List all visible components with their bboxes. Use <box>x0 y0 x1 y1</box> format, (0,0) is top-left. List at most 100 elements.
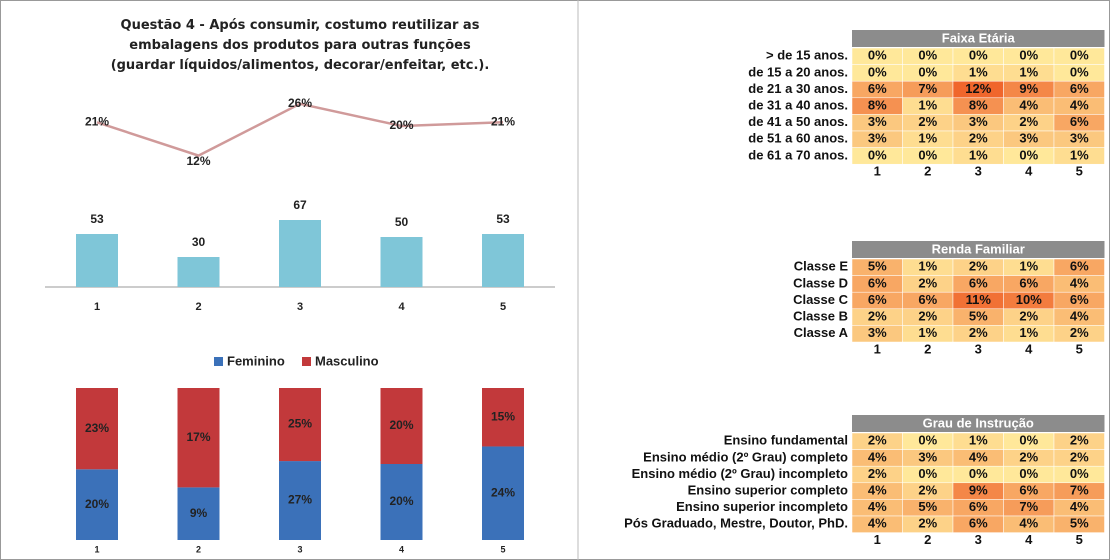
cell-label: 6% <box>1070 81 1089 96</box>
column-label: 4 <box>1025 532 1033 547</box>
cell-label: 11% <box>966 292 992 307</box>
cell-label: 9% <box>1019 81 1038 96</box>
cell-label: 7% <box>1070 483 1089 498</box>
column-label: 4 <box>1025 341 1033 356</box>
cell-label: 4% <box>1070 309 1089 324</box>
cell-label: 5% <box>918 499 937 514</box>
row-label: Classe E <box>794 259 849 274</box>
cell-label: 3% <box>969 114 988 129</box>
data-label: 30 <box>192 235 206 249</box>
chart-title: Questão 4 - Após consumir, costumo reuti… <box>110 18 490 73</box>
table-header <box>852 30 1105 47</box>
table-header <box>852 241 1105 258</box>
bar <box>482 234 524 287</box>
heat-cell <box>1053 325 1105 343</box>
cell-label: 2% <box>918 275 937 290</box>
column-label: 2 <box>924 164 931 179</box>
cell-label: 4% <box>868 449 887 464</box>
cell-label: 2% <box>969 325 988 340</box>
x-tick-label: 5 <box>500 301 506 313</box>
data-label: 53 <box>90 212 104 226</box>
row-label: Ensino médio (2º Grau) completo <box>643 449 848 464</box>
cell-label: 2% <box>1070 449 1089 464</box>
x-tick-label: 4 <box>398 301 405 313</box>
cell-label: 2% <box>918 516 937 531</box>
cell-label: 12% <box>965 81 991 96</box>
cell-label: 6% <box>868 292 887 307</box>
cell-label: 8% <box>868 98 887 113</box>
cell-label: 1% <box>1019 64 1038 79</box>
x-tick-label: 2 <box>196 544 201 554</box>
data-label: 12% <box>186 154 210 168</box>
cell-label: 3% <box>868 114 887 129</box>
row-label: Ensino fundamental <box>724 433 848 448</box>
bar-segment <box>177 487 220 540</box>
line <box>96 102 504 157</box>
data-label: 23% <box>85 421 109 435</box>
cell-label: 5% <box>868 259 887 274</box>
cell-label: 2% <box>1070 433 1089 448</box>
bar-segment <box>482 446 524 540</box>
row-label: Ensino superior incompleto <box>676 499 848 514</box>
data-label: 25% <box>288 417 312 431</box>
cell-label: 6% <box>868 275 887 290</box>
bar-segment <box>380 464 423 540</box>
cell-label: 6% <box>1019 275 1038 290</box>
cell-label: 5% <box>1070 516 1089 531</box>
cell-label: 2% <box>969 259 988 274</box>
x-tick-label: 3 <box>297 544 302 554</box>
cell-label: 2% <box>1070 325 1089 340</box>
bar-segment <box>76 388 118 470</box>
cell-label: 2% <box>918 483 937 498</box>
cell-label: 1% <box>918 98 937 113</box>
cell-label: 4% <box>868 516 887 531</box>
x-tick-label: 4 <box>399 544 404 554</box>
cell-label: 0% <box>918 64 937 79</box>
cell-label: 0% <box>1019 433 1038 448</box>
x-tick-label: 5 <box>500 544 505 554</box>
cell-label: 4% <box>1070 275 1089 290</box>
cell-label: 4% <box>1070 499 1089 514</box>
cell-label: 10% <box>1016 292 1042 307</box>
bar <box>380 237 423 287</box>
column-label: 3 <box>975 164 982 179</box>
column-label: 5 <box>1076 341 1083 356</box>
cell-label: 3% <box>1019 131 1038 146</box>
data-label: 53 <box>496 212 510 226</box>
data-label: 21% <box>491 114 515 128</box>
cell-label: 0% <box>1019 147 1038 162</box>
bar <box>76 234 118 287</box>
row-label: > de 15 anos. <box>766 48 848 63</box>
cell-label: 3% <box>918 449 937 464</box>
heat-cell <box>1053 515 1105 533</box>
data-label: 67 <box>293 198 307 212</box>
cell-label: 0% <box>969 48 988 63</box>
cell-label: 1% <box>1019 325 1038 340</box>
data-label: 27% <box>288 493 312 507</box>
table-title: Faixa Etária <box>942 30 1016 45</box>
cell-label: 6% <box>868 81 887 96</box>
data-label: 20% <box>389 118 413 132</box>
cell-label: 2% <box>868 309 887 324</box>
row-label: de 61 a 70 anos. <box>748 147 848 162</box>
table-header <box>852 415 1105 432</box>
data-label: 21% <box>85 114 109 128</box>
cell-label: 0% <box>1019 48 1038 63</box>
bar-segment <box>76 469 118 540</box>
cell-label: 1% <box>918 131 937 146</box>
cell-label: 1% <box>969 147 988 162</box>
cell-label: 3% <box>868 325 887 340</box>
cell-label: 4% <box>969 449 988 464</box>
bar-segment <box>482 388 524 447</box>
bar-segment <box>177 388 220 488</box>
cell-label: 2% <box>918 114 937 129</box>
cell-label: 2% <box>1019 449 1038 464</box>
x-tick-label: 1 <box>94 544 99 554</box>
row-label: de 51 a 60 anos. <box>748 131 848 146</box>
cell-label: 0% <box>1019 466 1038 481</box>
cell-label: 1% <box>969 433 988 448</box>
table-title: Renda Familiar <box>932 241 1025 256</box>
row-label: de 15 a 20 anos. <box>748 64 848 79</box>
x-tick-label: 3 <box>297 301 303 313</box>
row-label: de 41 a 50 anos. <box>748 114 848 129</box>
